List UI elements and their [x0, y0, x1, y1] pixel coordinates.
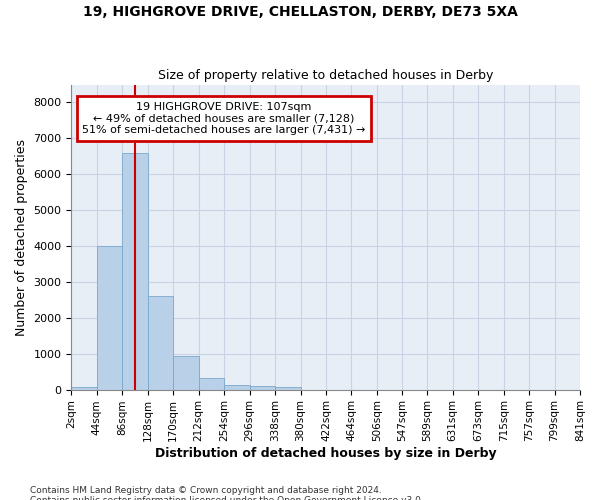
Bar	[71, 386, 97, 390]
Bar	[148, 296, 173, 390]
Text: Contains public sector information licensed under the Open Government Licence v3: Contains public sector information licen…	[30, 496, 424, 500]
Bar	[122, 152, 148, 390]
Text: Contains HM Land Registry data © Crown copyright and database right 2024.: Contains HM Land Registry data © Crown c…	[30, 486, 382, 495]
Text: 19, HIGHGROVE DRIVE, CHELLASTON, DERBY, DE73 5XA: 19, HIGHGROVE DRIVE, CHELLASTON, DERBY, …	[83, 5, 517, 19]
Bar	[173, 356, 199, 390]
Bar	[275, 386, 301, 390]
X-axis label: Distribution of detached houses by size in Derby: Distribution of detached houses by size …	[155, 447, 497, 460]
Title: Size of property relative to detached houses in Derby: Size of property relative to detached ho…	[158, 69, 493, 82]
Bar	[224, 385, 250, 390]
Bar	[250, 386, 275, 390]
Bar	[199, 378, 224, 390]
Bar	[97, 246, 122, 390]
Text: 19 HIGHGROVE DRIVE: 107sqm
← 49% of detached houses are smaller (7,128)
51% of s: 19 HIGHGROVE DRIVE: 107sqm ← 49% of deta…	[82, 102, 366, 135]
Y-axis label: Number of detached properties: Number of detached properties	[15, 138, 28, 336]
